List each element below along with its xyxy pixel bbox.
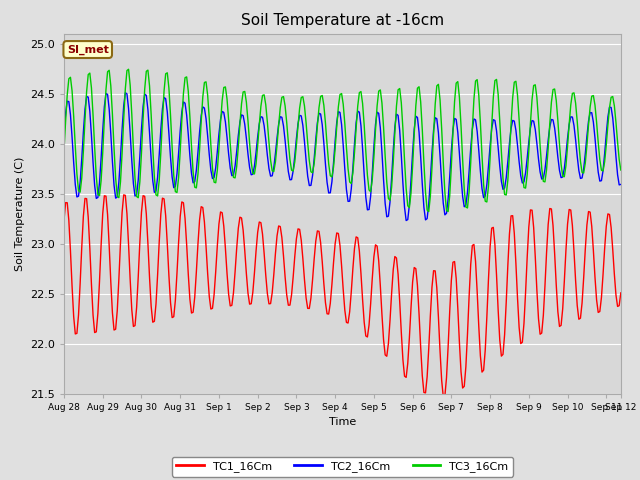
Y-axis label: Soil Temperature (C): Soil Temperature (C)	[15, 156, 24, 271]
X-axis label: Time: Time	[329, 417, 356, 427]
Legend: TC1_16Cm, TC2_16Cm, TC3_16Cm: TC1_16Cm, TC2_16Cm, TC3_16Cm	[172, 457, 513, 477]
Text: SI_met: SI_met	[67, 44, 109, 55]
Title: Soil Temperature at -16cm: Soil Temperature at -16cm	[241, 13, 444, 28]
